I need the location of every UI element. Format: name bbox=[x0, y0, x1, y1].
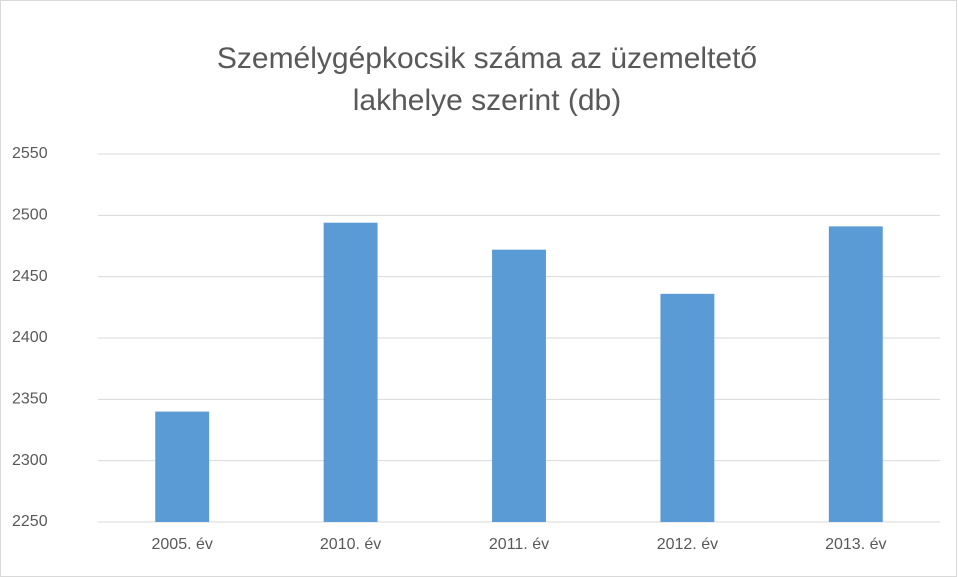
bar bbox=[492, 249, 546, 522]
x-tick-label: 2012. év bbox=[657, 536, 718, 553]
y-tick-label: 2350 bbox=[12, 391, 48, 408]
bar bbox=[828, 226, 883, 522]
chart-title: Személygépkocsik száma az üzemeltető lak… bbox=[216, 42, 758, 117]
y-tick-label: 2250 bbox=[12, 513, 48, 530]
bar bbox=[323, 222, 378, 522]
y-tick-label: 2400 bbox=[12, 329, 48, 346]
x-tick-label: 2005. év bbox=[152, 536, 213, 553]
y-tick-label: 2300 bbox=[12, 452, 48, 469]
x-tick-label: 2010. év bbox=[320, 536, 381, 553]
bar bbox=[155, 411, 210, 522]
y-tick-label: 2450 bbox=[12, 268, 48, 285]
x-tick-label: 2013. év bbox=[825, 536, 886, 553]
x-tick-label: 2011. év bbox=[489, 536, 549, 553]
bar bbox=[660, 293, 715, 522]
y-tick-label: 2550 bbox=[12, 145, 48, 162]
y-tick-label: 2500 bbox=[12, 207, 48, 224]
